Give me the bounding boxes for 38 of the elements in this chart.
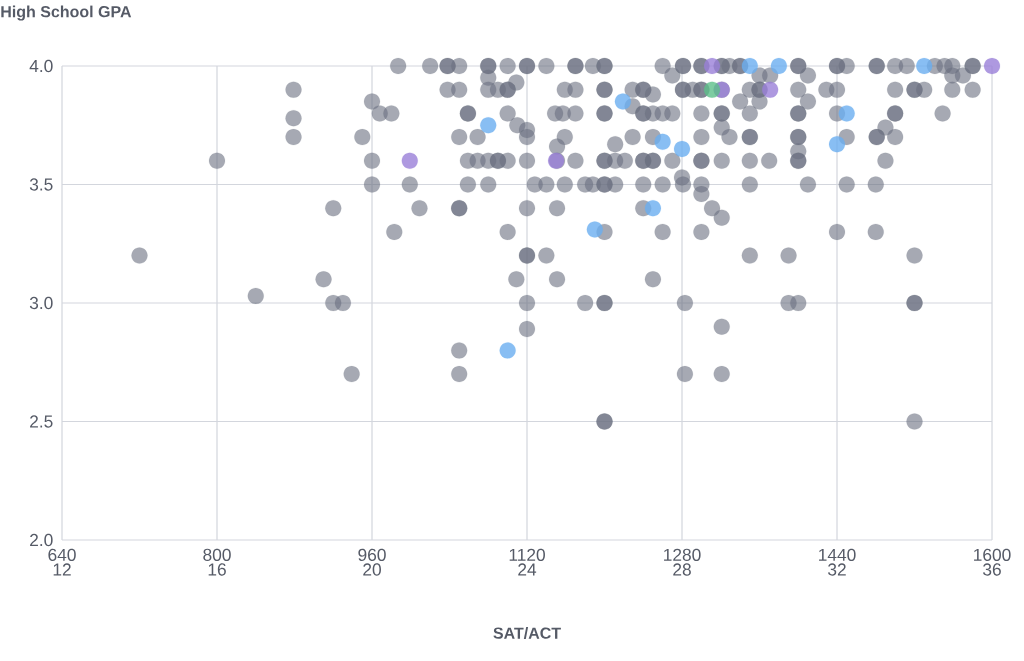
y-tick-label: 2.0 <box>30 533 53 547</box>
y-axis-title: High School GPA <box>1 5 132 21</box>
y-tick-label: 2.5 <box>30 415 53 428</box>
y-tick-label: 3.0 <box>29 296 53 310</box>
point <box>762 81 779 98</box>
point <box>703 81 721 98</box>
x-tick-label: 1440 <box>819 548 856 561</box>
point <box>916 57 933 75</box>
point <box>654 133 671 150</box>
point <box>401 152 418 169</box>
x2-tick-label: 32 <box>828 563 846 576</box>
point <box>828 136 846 153</box>
point <box>586 221 603 238</box>
x2-tick-label: 16 <box>208 563 226 576</box>
point <box>983 57 1001 75</box>
point <box>770 57 787 75</box>
y-tick-label: 3.5 <box>29 178 53 191</box>
point <box>838 105 855 122</box>
x2-tick-label: 20 <box>363 563 381 576</box>
x2-tick-label: 28 <box>673 563 691 576</box>
x-axis-title: SAT/ACT <box>493 627 561 639</box>
point <box>644 200 662 217</box>
x-tick-label: 960 <box>358 548 386 561</box>
point <box>703 57 721 75</box>
x-tick-label: 1280 <box>664 548 701 561</box>
point <box>499 342 516 359</box>
x2-tick-label: 12 <box>53 563 71 576</box>
x2-tick-label: 36 <box>983 563 1001 576</box>
x2-tick-label: 24 <box>518 563 537 576</box>
point <box>614 93 631 110</box>
x-tick-label: 640 <box>48 548 76 561</box>
x-tick-label: 1120 <box>509 548 545 561</box>
y-tick-label: 4.0 <box>29 59 53 73</box>
point <box>673 140 691 158</box>
point <box>741 57 758 75</box>
x-tick-label: 1600 <box>974 548 1011 561</box>
point <box>480 117 497 134</box>
x-tick-label: 800 <box>203 548 231 561</box>
